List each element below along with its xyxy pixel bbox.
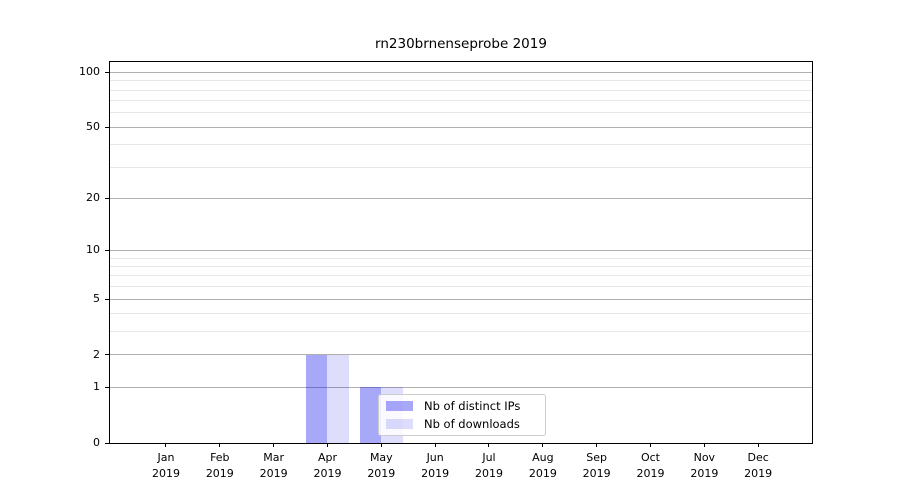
y-major-gridline	[110, 386, 812, 388]
y-tick-label: 50	[86, 120, 100, 134]
bar-distinct-ips	[305, 354, 328, 443]
x-axis-tick	[596, 443, 598, 447]
y-major-gridline	[110, 126, 812, 128]
y-axis-tick	[105, 126, 109, 128]
x-tick-month: Jun	[426, 451, 444, 464]
y-minor-gridline	[110, 275, 812, 277]
y-minor-gridline	[110, 331, 812, 333]
y-axis-tick	[105, 298, 109, 300]
y-minor-gridline	[110, 266, 812, 267]
y-axis-tick	[105, 71, 109, 73]
y-minor-gridline	[110, 80, 812, 82]
legend-label-distinct-ips: Nb of distinct IPs	[424, 398, 521, 413]
x-tick-month: Dec	[747, 451, 769, 464]
x-tick-year: 2019	[690, 466, 719, 480]
x-tick-label: Sep 2019	[570, 450, 624, 481]
bar-downloads	[327, 354, 350, 443]
x-tick-year: 2019	[259, 466, 288, 480]
x-tick-label: Oct 2019	[623, 450, 677, 481]
y-minor-gridline	[110, 144, 812, 146]
x-tick-label: Mar 2019	[247, 450, 301, 481]
x-tick-month: Apr	[317, 451, 337, 464]
y-minor-gridline	[110, 112, 812, 114]
y-minor-gridline	[110, 100, 812, 102]
legend-label-downloads: Nb of downloads	[424, 417, 520, 432]
x-axis-tick	[434, 443, 436, 447]
x-axis-tick	[219, 443, 221, 447]
y-major-gridline	[110, 249, 812, 251]
y-tick-label: 10	[86, 243, 100, 257]
x-tick-month: Nov	[693, 451, 716, 464]
x-tick-month: May	[369, 451, 393, 464]
x-tick-month: Aug	[532, 451, 554, 464]
x-tick-month: Jul	[482, 451, 496, 464]
y-axis-tick	[105, 354, 109, 356]
x-tick-year: 2019	[528, 466, 557, 480]
y-axis-tick	[105, 249, 109, 251]
x-tick-year: 2019	[474, 466, 503, 480]
x-axis-tick	[165, 443, 167, 447]
y-axis-tick	[105, 442, 109, 444]
x-axis-tick	[542, 443, 544, 447]
x-tick-label: Dec 2019	[731, 450, 785, 481]
y-major-gridline	[110, 197, 812, 199]
x-tick-label: Aug 2019	[516, 450, 570, 481]
y-axis-tick	[105, 197, 109, 199]
y-minor-gridline	[110, 89, 812, 91]
x-tick-year: 2019	[367, 466, 396, 480]
y-minor-gridline	[110, 313, 812, 315]
x-tick-year: 2019	[205, 466, 234, 480]
legend-item-downloads: Nb of downloads	[386, 416, 538, 434]
y-tick-label: 1	[93, 380, 100, 394]
y-tick-label: 20	[86, 191, 100, 205]
x-tick-label: Nov 2019	[677, 450, 731, 481]
y-tick-label: 0	[93, 436, 100, 449]
x-tick-month: Feb	[210, 451, 230, 464]
y-tick-label: 100	[79, 65, 100, 79]
y-major-gridline	[110, 354, 812, 356]
x-axis-tick	[488, 443, 490, 447]
bar-distinct-ips	[359, 387, 382, 443]
x-axis-tick	[273, 443, 275, 447]
x-tick-month: Jan	[157, 451, 175, 464]
x-tick-year: 2019	[744, 466, 773, 480]
x-tick-month: Mar	[263, 451, 285, 464]
y-minor-gridline	[110, 286, 812, 288]
x-tick-label: May 2019	[354, 450, 408, 481]
x-tick-label: Apr 2019	[300, 450, 354, 481]
x-tick-month: Sep	[586, 451, 608, 464]
chart-title: rn230brnenseprobe 2019	[375, 36, 547, 52]
x-tick-year: 2019	[313, 466, 342, 480]
y-minor-gridline	[110, 166, 812, 168]
legend: Nb of distinct IPs Nb of downloads	[378, 394, 546, 436]
legend-swatch-distinct-ips-icon	[386, 400, 413, 411]
x-tick-label: Jul 2019	[462, 450, 516, 481]
y-major-gridline	[110, 71, 812, 73]
x-axis-tick	[757, 443, 759, 447]
x-axis-tick	[326, 443, 328, 447]
y-minor-gridline	[110, 257, 812, 259]
legend-item-distinct-ips: Nb of distinct IPs	[386, 397, 538, 415]
x-tick-year: 2019	[151, 466, 180, 480]
x-tick-year: 2019	[421, 466, 450, 480]
x-tick-label: Feb 2019	[193, 450, 247, 481]
legend-swatch-downloads-icon	[386, 419, 413, 430]
x-tick-label: Jun 2019	[408, 450, 462, 481]
x-tick-year: 2019	[636, 466, 665, 480]
y-tick-label: 2	[93, 347, 100, 361]
x-axis-tick	[380, 443, 382, 447]
x-tick-month: Oct	[640, 451, 660, 464]
x-axis-tick	[703, 443, 705, 447]
x-axis-tick	[649, 443, 651, 447]
x-tick-label: Jan 2019	[139, 450, 193, 481]
y-major-gridline	[110, 298, 812, 300]
y-axis-tick	[105, 386, 109, 388]
y-tick-label: 5	[93, 292, 100, 306]
x-tick-year: 2019	[582, 466, 611, 480]
